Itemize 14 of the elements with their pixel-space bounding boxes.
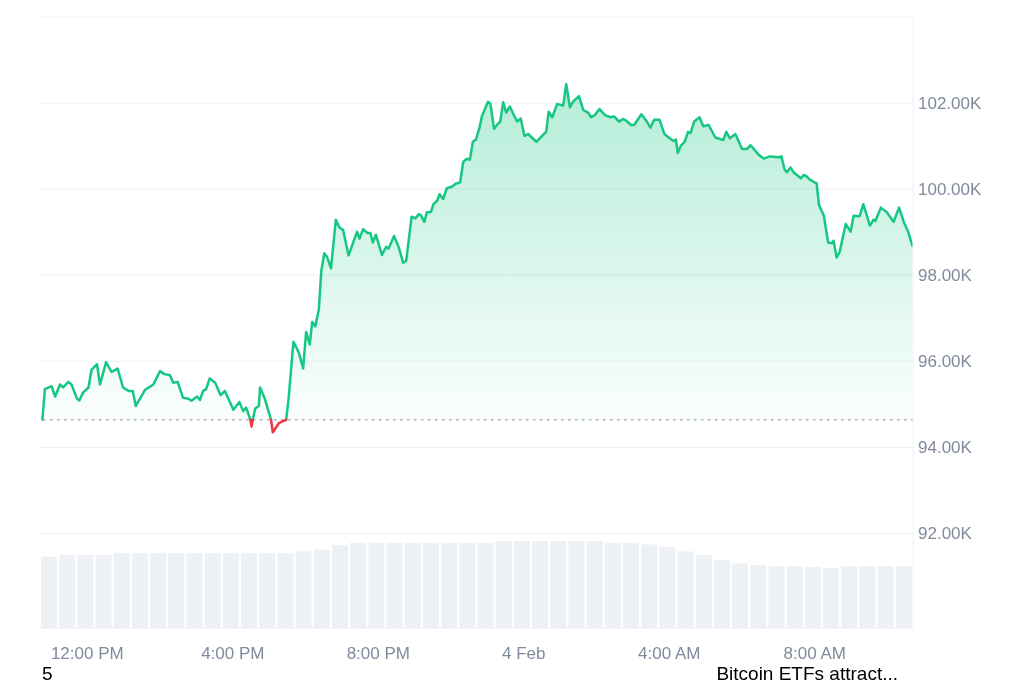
text: 5 <box>42 663 53 683</box>
y-tick-label: 102.00K <box>918 94 982 114</box>
y-tick-label: 98.00K <box>918 266 973 286</box>
y-tick-label: 100.00K <box>918 180 982 200</box>
y-tick-label: 92.00K <box>918 524 973 544</box>
x-tick-label: 4:00 AM <box>638 644 701 664</box>
y-tick-label: 96.00K <box>918 352 973 372</box>
x-tick-label: 12:00 PM <box>50 644 124 664</box>
text: Bitcoin ETFs attract... <box>716 663 898 683</box>
x-tick-label: 4 Feb <box>502 644 546 664</box>
x-tick-label: 8:00 AM <box>783 644 846 664</box>
y-tick-label: 94.00K <box>918 438 973 458</box>
x-tick-label: 4:00 PM <box>201 644 265 664</box>
x-tick-label: 8:00 PM <box>346 644 410 664</box>
